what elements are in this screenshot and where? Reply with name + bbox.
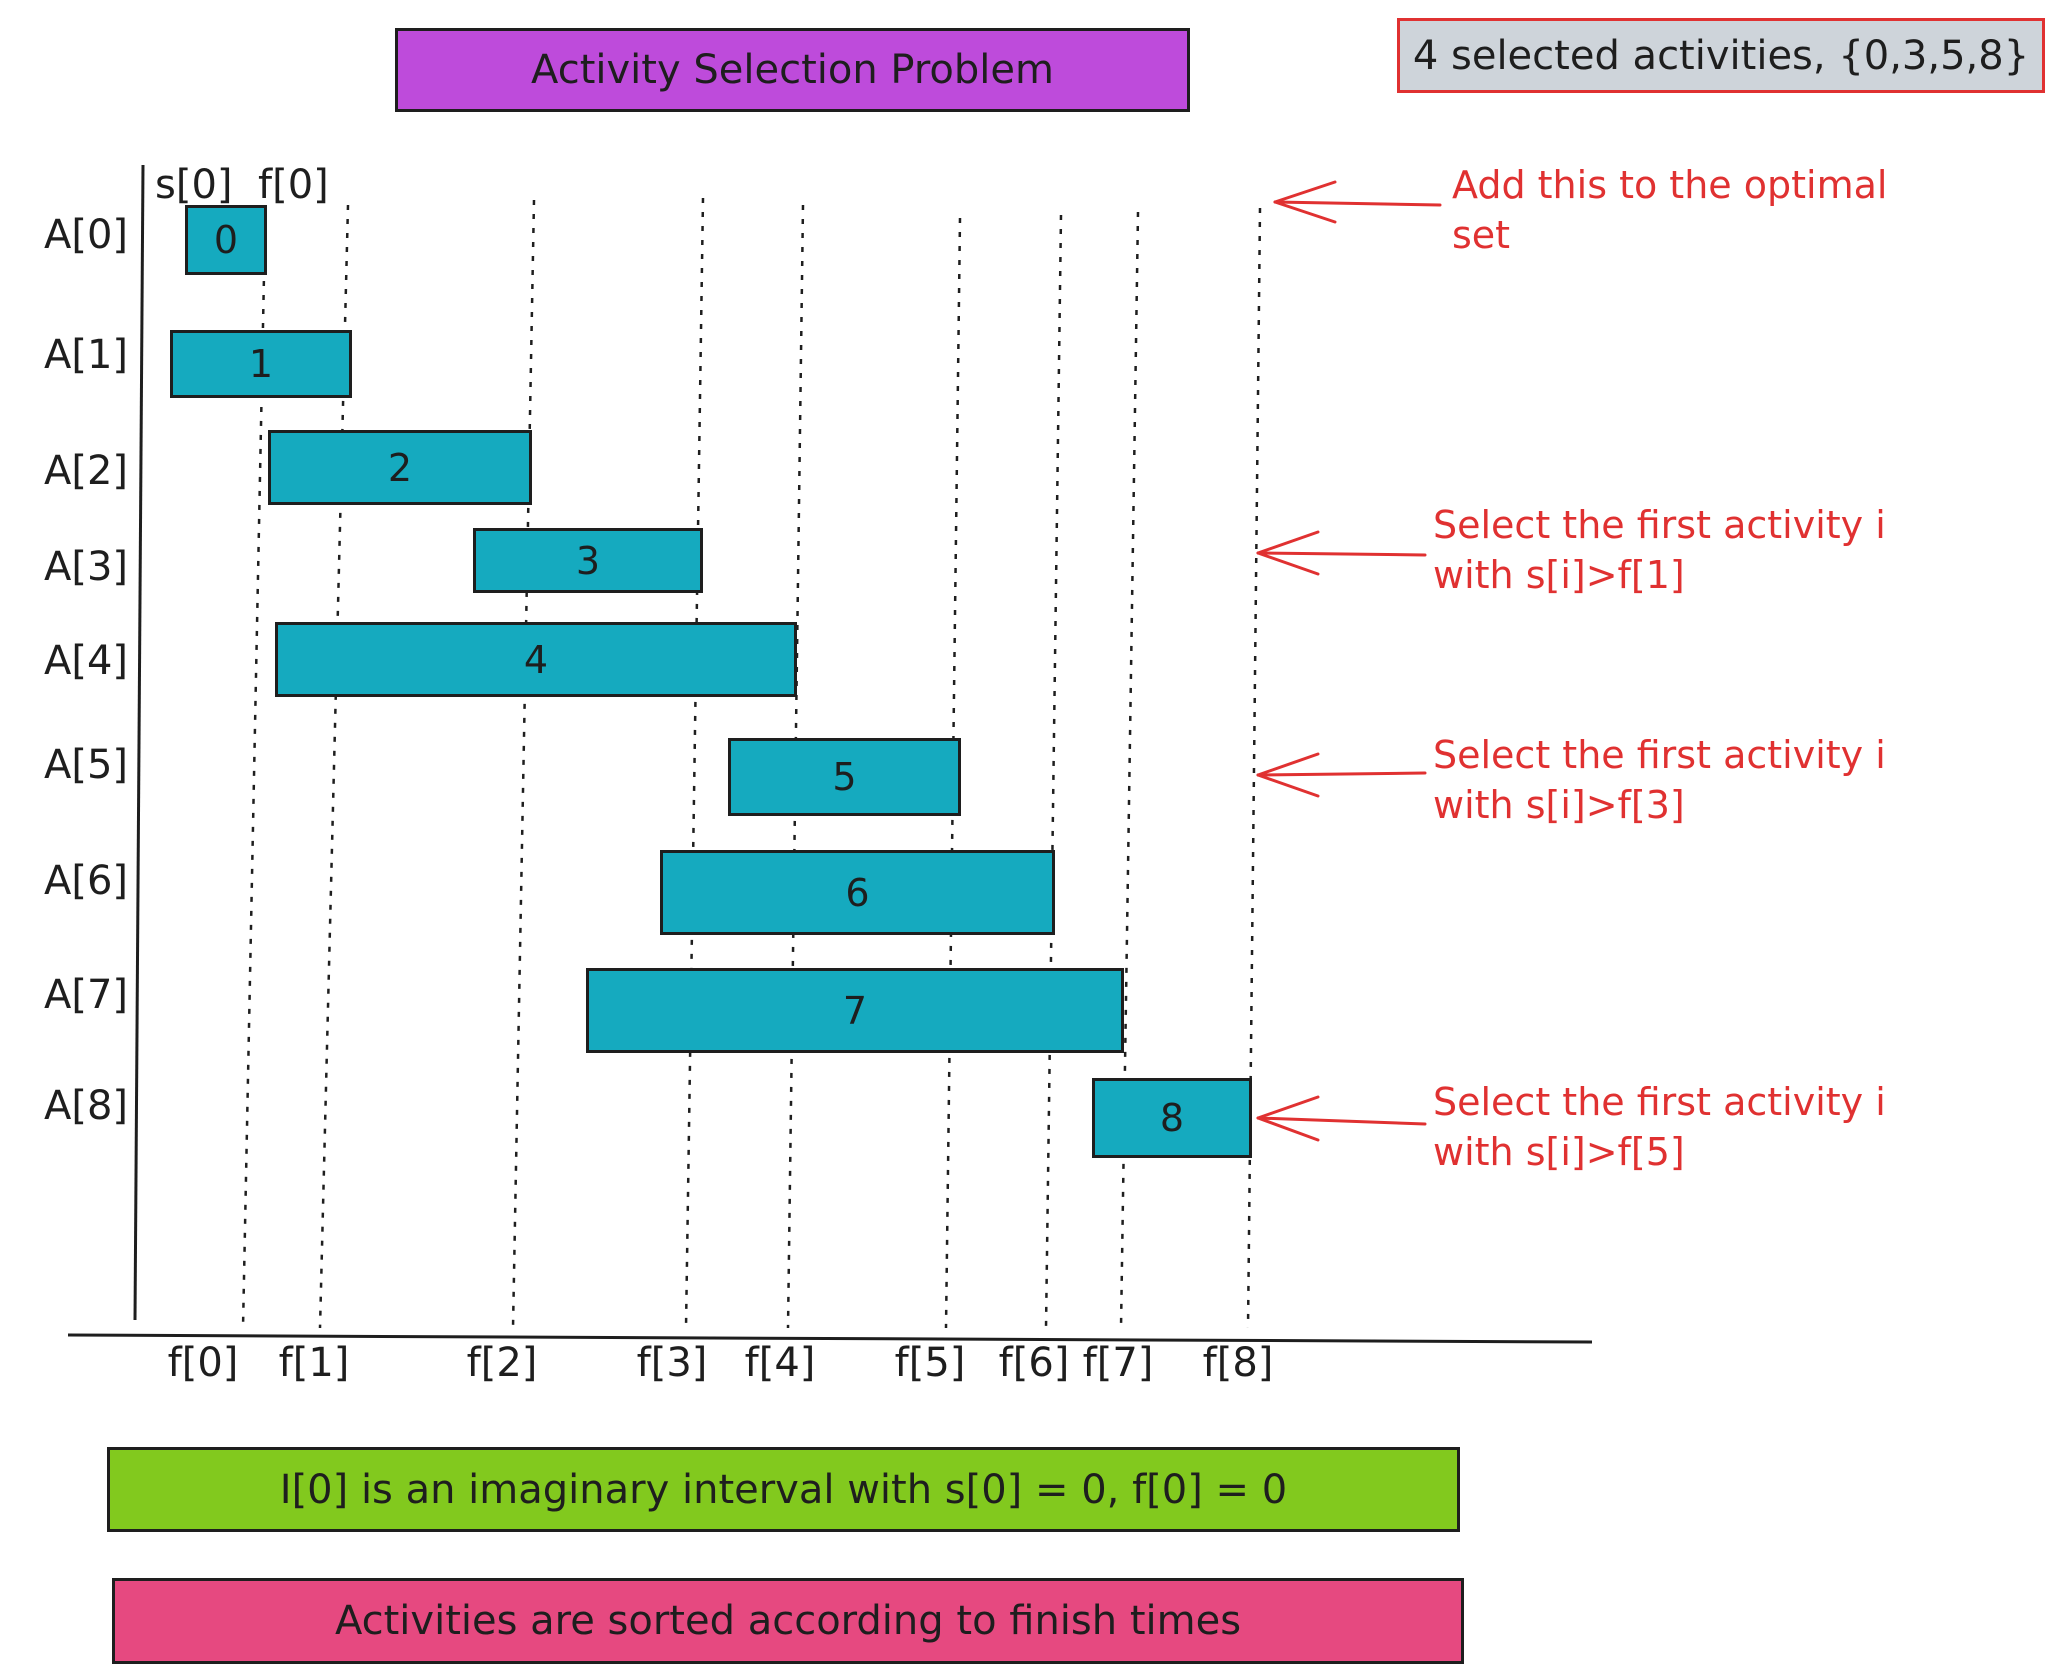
tick-f5: f[5] bbox=[894, 1340, 966, 1386]
guide-f0 bbox=[241, 224, 267, 1329]
annotation-select-f3: Select the first activity i with s[i]>f[… bbox=[1433, 730, 1886, 830]
row-label-a6: A[6] bbox=[43, 858, 128, 904]
selected-activities-summary: 4 selected activities, {0,3,5,8} bbox=[1397, 18, 2045, 93]
annotation-line: Add this to the optimal bbox=[1452, 163, 1888, 207]
guide-f7 bbox=[1119, 211, 1140, 1329]
activity-bar-8: 8 bbox=[1092, 1078, 1252, 1158]
row-label-a0: A[0] bbox=[43, 212, 128, 258]
arrow-select-f1 bbox=[1256, 530, 1427, 576]
guide-f2 bbox=[511, 199, 536, 1329]
note-sorted-finish: Activities are sorted according to finis… bbox=[112, 1578, 1464, 1664]
arrow-add-optimal bbox=[1273, 180, 1442, 224]
tick-f2: f[2] bbox=[466, 1340, 538, 1386]
annotation-line: Select the first activity i bbox=[1433, 733, 1886, 777]
tick-f1: f[1] bbox=[278, 1340, 350, 1386]
row-label-a7: A[7] bbox=[43, 972, 128, 1018]
label-s0-top: s[0] bbox=[155, 162, 233, 208]
annotation-line: with s[i]>f[1] bbox=[1433, 553, 1685, 597]
arrow-select-f5 bbox=[1256, 1095, 1427, 1142]
tick-f8: f[8] bbox=[1202, 1340, 1274, 1386]
annotation-select-f1: Select the first activity i with s[i]>f[… bbox=[1433, 500, 1886, 600]
activity-bar-5: 5 bbox=[728, 738, 961, 816]
annotation-line: set bbox=[1452, 213, 1511, 257]
tick-f6: f[6] bbox=[998, 1340, 1070, 1386]
activity-bar-0: 0 bbox=[185, 205, 267, 275]
activity-bar-6: 6 bbox=[660, 850, 1055, 935]
row-label-a3: A[3] bbox=[43, 544, 128, 590]
annotation-line: Select the first activity i bbox=[1433, 503, 1886, 547]
annotation-select-f5: Select the first activity i with s[i]>f[… bbox=[1433, 1077, 1886, 1177]
guide-f1 bbox=[318, 204, 350, 1329]
activity-bar-4: 4 bbox=[275, 622, 797, 697]
x-axis bbox=[67, 1333, 1593, 1344]
annotation-line: with s[i]>f[5] bbox=[1433, 1130, 1685, 1174]
diagram-title: Activity Selection Problem bbox=[395, 28, 1190, 112]
activity-bar-2: 2 bbox=[268, 430, 532, 505]
activity-bar-7: 7 bbox=[586, 968, 1124, 1053]
note-imaginary-interval: I[0] is an imaginary interval with s[0] … bbox=[107, 1447, 1460, 1532]
annotation-line: Select the first activity i bbox=[1433, 1080, 1886, 1124]
tick-f4: f[4] bbox=[744, 1340, 816, 1386]
activity-bar-3: 3 bbox=[473, 528, 703, 593]
annotation-line: with s[i]>f[3] bbox=[1433, 783, 1685, 827]
guide-f6 bbox=[1044, 214, 1063, 1329]
activity-bar-1: 1 bbox=[170, 330, 352, 398]
y-axis bbox=[133, 164, 145, 1321]
tick-f7: f[7] bbox=[1082, 1340, 1154, 1386]
row-label-a4: A[4] bbox=[43, 638, 128, 684]
annotation-add-optimal: Add this to the optimal set bbox=[1452, 160, 1887, 260]
guide-f8 bbox=[1246, 207, 1262, 1329]
row-label-a1: A[1] bbox=[43, 332, 128, 378]
row-label-a5: A[5] bbox=[43, 742, 128, 788]
row-label-a2: A[2] bbox=[43, 448, 128, 494]
label-f0-top: f[0] bbox=[258, 162, 329, 208]
annotation-arrows bbox=[1256, 180, 1442, 1142]
tick-f0: f[0] bbox=[167, 1340, 239, 1386]
tick-f3: f[3] bbox=[636, 1340, 708, 1386]
guide-f5 bbox=[944, 217, 962, 1329]
row-label-a8: A[8] bbox=[43, 1083, 128, 1129]
guide-f3 bbox=[684, 197, 705, 1329]
arrow-select-f3 bbox=[1256, 752, 1427, 798]
